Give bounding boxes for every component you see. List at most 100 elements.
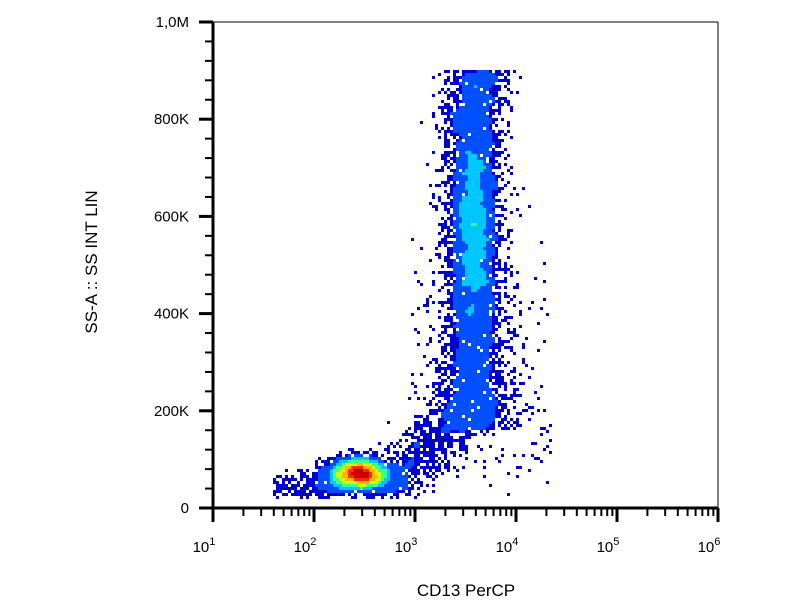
event-dot <box>504 319 507 322</box>
event-dot <box>408 433 411 436</box>
event-dot <box>408 487 411 490</box>
event-dot <box>486 364 489 367</box>
event-dot <box>447 439 450 442</box>
event-dot <box>351 451 354 454</box>
event-dot <box>426 301 429 304</box>
event-dot <box>495 304 498 307</box>
event-dot <box>450 325 453 328</box>
event-dot <box>483 283 486 286</box>
event-dot <box>465 235 468 238</box>
event-dot <box>465 322 468 325</box>
event-dot <box>465 286 468 289</box>
event-dot <box>507 316 510 319</box>
event-dot <box>468 121 471 124</box>
event-dot <box>468 265 471 268</box>
event-dot <box>468 400 471 403</box>
event-dot <box>492 346 495 349</box>
event-dot <box>486 286 489 289</box>
event-dot <box>486 322 489 325</box>
event-dot <box>453 73 456 76</box>
event-dot <box>486 109 489 112</box>
event-dot <box>465 202 468 205</box>
event-dot <box>468 217 471 220</box>
event-dot <box>453 223 456 226</box>
event-dot <box>486 424 489 427</box>
event-dot <box>444 277 447 280</box>
event-dot <box>462 439 465 442</box>
event-dot <box>471 250 474 253</box>
event-dot <box>465 331 468 334</box>
event-dot <box>495 262 498 265</box>
event-dot <box>426 439 429 442</box>
event-dot <box>387 490 390 493</box>
event-dot <box>474 316 477 319</box>
event-dot <box>480 319 483 322</box>
event-dot <box>480 118 483 121</box>
event-dot <box>465 382 468 385</box>
event-dot <box>477 304 480 307</box>
event-dot <box>450 190 453 193</box>
event-dot <box>474 385 477 388</box>
event-dot <box>468 94 471 97</box>
event-dot <box>492 262 495 265</box>
event-dot <box>471 169 474 172</box>
event-dot <box>468 286 471 289</box>
event-dot <box>339 493 342 496</box>
event-dot <box>447 463 450 466</box>
event-dot <box>477 316 480 319</box>
event-dot <box>447 367 450 370</box>
event-dot <box>444 82 447 85</box>
event-dot <box>471 379 474 382</box>
event-dot <box>378 460 381 463</box>
event-dot <box>378 442 381 445</box>
event-dot <box>459 166 462 169</box>
event-dot <box>432 451 435 454</box>
event-dot <box>471 151 474 154</box>
event-dot <box>492 403 495 406</box>
event-dot <box>474 268 477 271</box>
event-dot <box>507 397 510 400</box>
event-dot <box>474 220 477 223</box>
event-dot <box>483 238 486 241</box>
event-dot <box>402 481 405 484</box>
event-dot <box>489 373 492 376</box>
event-dot <box>453 322 456 325</box>
event-dot <box>456 337 459 340</box>
event-dot <box>480 403 483 406</box>
event-dot <box>345 487 348 490</box>
event-dot <box>477 280 480 283</box>
event-dot <box>375 490 378 493</box>
event-dot <box>453 151 456 154</box>
event-dot <box>297 490 300 493</box>
event-dot <box>390 484 393 487</box>
event-dot <box>474 412 477 415</box>
event-dot <box>387 421 390 424</box>
event-dot <box>354 493 357 496</box>
event-dot <box>453 184 456 187</box>
event-dot <box>453 190 456 193</box>
event-dot <box>390 481 393 484</box>
event-dot <box>474 136 477 139</box>
event-dot <box>465 181 468 184</box>
event-dot <box>444 139 447 142</box>
event-dot <box>477 226 480 229</box>
event-dot <box>480 418 483 421</box>
event-dot <box>456 142 459 145</box>
event-dot <box>276 475 279 478</box>
event-dot <box>450 106 453 109</box>
event-dot <box>462 271 465 274</box>
event-dot <box>456 391 459 394</box>
event-dot <box>324 490 327 493</box>
event-dot <box>504 310 507 313</box>
event-dot <box>465 79 468 82</box>
event-dot <box>477 82 480 85</box>
event-dot <box>522 409 525 412</box>
event-dot <box>429 259 432 262</box>
event-dot <box>483 193 486 196</box>
event-dot <box>465 121 468 124</box>
event-dot <box>477 424 480 427</box>
event-dot <box>480 298 483 301</box>
event-dot <box>429 439 432 442</box>
event-dot <box>462 124 465 127</box>
event-dot <box>444 439 447 442</box>
